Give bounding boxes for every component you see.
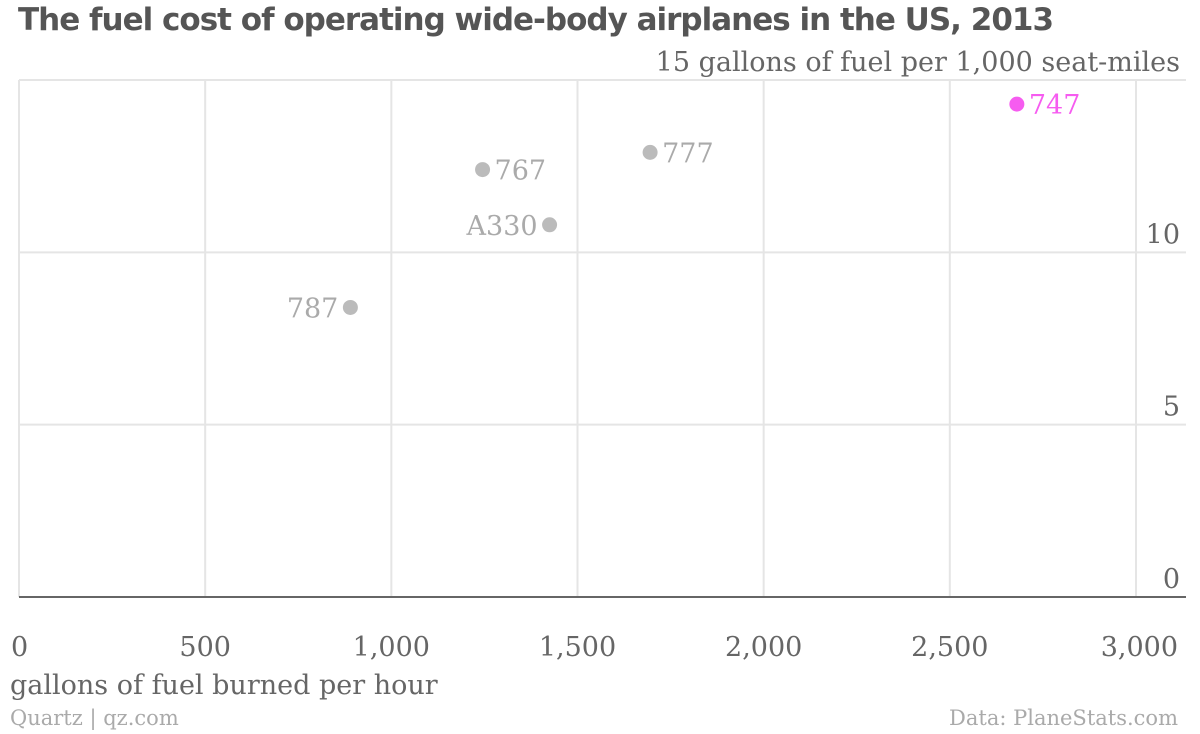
x-tick-label: 1,500 — [539, 632, 616, 663]
data-point — [342, 299, 358, 315]
data-point — [475, 162, 491, 178]
x-tick-label: 2,000 — [725, 632, 802, 663]
axes: 0 500 1,000 1,500 2,000 2,500 3,000 gallons of … — [10, 47, 1186, 701]
y-tick-label: 10 — [1146, 219, 1180, 250]
data-label: 777 — [662, 138, 714, 169]
y-tick-label: 15 gallons of fuel per 1,000 seat-miles — [656, 47, 1180, 78]
data-point — [542, 217, 558, 233]
x-tick-label: 500 — [179, 632, 231, 663]
x-tick-label: 3,000 — [1101, 632, 1178, 663]
data-label: 747 — [1029, 90, 1081, 121]
x-tick-label: 0 — [11, 632, 28, 663]
y-tick-label: 0 — [1163, 564, 1180, 595]
x-tick-label: 2,500 — [911, 632, 988, 663]
data-label: 767 — [495, 156, 547, 187]
footer-source: Quartz | qz.com — [10, 706, 179, 730]
x-axis-title: gallons of fuel burned per hour — [10, 670, 438, 701]
chart-title: The fuel cost of operating wide-body air… — [18, 2, 1054, 38]
grid-lines — [18, 79, 1186, 597]
y-tick-label: 5 — [1163, 392, 1180, 423]
data-points: 747 777 767 A330 787 — [287, 90, 1081, 324]
data-point — [642, 144, 658, 160]
x-tick-label: 1,000 — [353, 632, 430, 663]
data-point — [1009, 96, 1025, 112]
data-label: A330 — [466, 211, 538, 242]
data-label: 787 — [287, 293, 339, 324]
footer-credit: Data: PlaneStats.com — [949, 706, 1178, 730]
